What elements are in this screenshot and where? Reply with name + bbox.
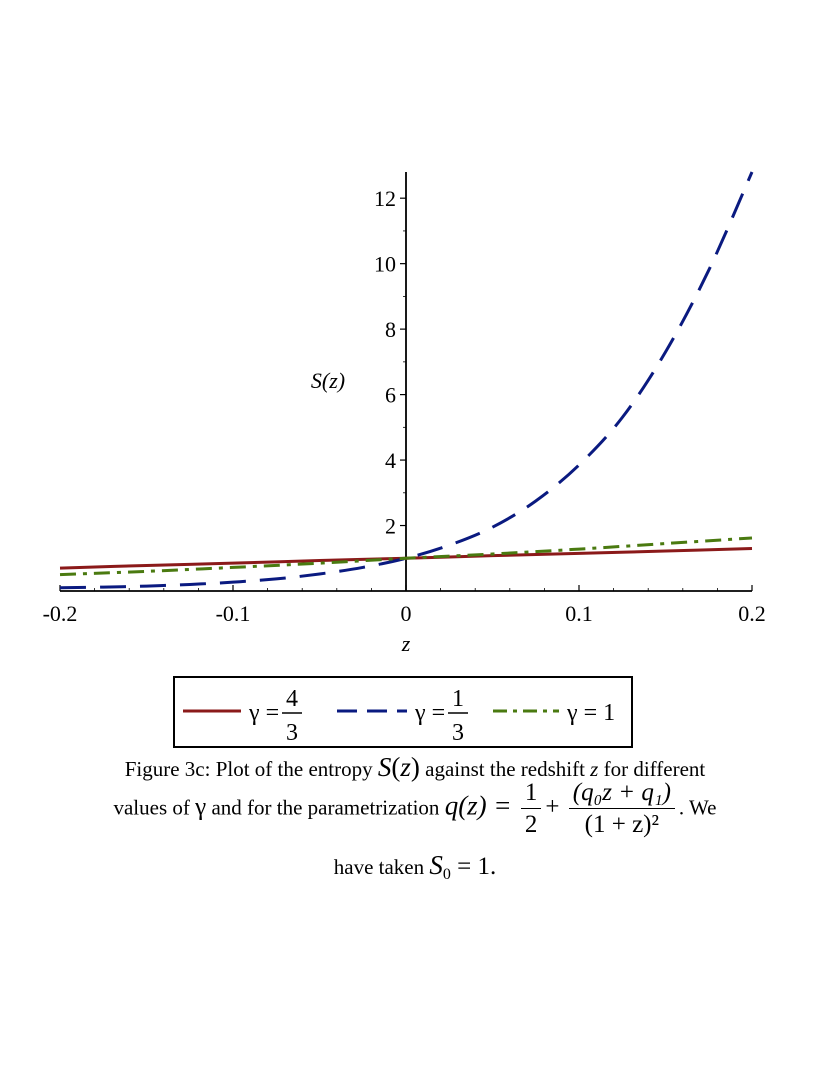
series-group bbox=[59, 171, 754, 590]
caption-text: . We bbox=[678, 795, 717, 820]
tick-group: -0.2 -0.1 0 0.1 0.2 2 4 6 8 10 12 bbox=[43, 186, 766, 626]
caption-q-of-z: q(z) = bbox=[444, 790, 512, 821]
caption-text: for different bbox=[598, 757, 706, 781]
frac-den: 2 bbox=[524, 811, 538, 838]
series-line-2 bbox=[59, 536, 753, 577]
caption-gamma: γ bbox=[195, 793, 207, 821]
y-tick-label: 2 bbox=[385, 514, 396, 539]
y-tick-label: 10 bbox=[374, 252, 396, 277]
legend-frac-den: 3 bbox=[452, 720, 464, 746]
x-axis-label: z bbox=[401, 631, 411, 656]
caption-text: and for the parametrization bbox=[206, 795, 445, 820]
y-tick-label: 12 bbox=[374, 186, 396, 211]
y-tick-label: 4 bbox=[385, 448, 396, 473]
caption-redshift-var: z bbox=[590, 757, 599, 781]
y-tick-label: 6 bbox=[385, 383, 396, 408]
caption-text: have taken bbox=[333, 855, 430, 879]
caption-text: Figure 3c: Plot of the entropy bbox=[124, 757, 378, 781]
frac-den: (1 + z)² bbox=[584, 811, 659, 838]
caption-line-2: values of γ and for the parametrization … bbox=[0, 778, 830, 841]
caption-text: = 1. bbox=[450, 853, 497, 880]
legend-items: γ = 4 3 γ = 1 3 γ = 1 bbox=[183, 686, 615, 746]
caption-text: against the redshift bbox=[419, 757, 591, 781]
chart-plot: -0.2 -0.1 0 0.1 0.2 2 4 6 8 10 12 z S(z) bbox=[43, 171, 766, 656]
x-tick-label: -0.1 bbox=[216, 601, 251, 626]
caption-text: values of bbox=[113, 795, 196, 820]
legend-label-gamma: γ = 1 bbox=[566, 700, 615, 726]
caption-plus: + bbox=[545, 793, 560, 821]
x-tick-label: 0.2 bbox=[738, 601, 766, 626]
legend-frac-den: 3 bbox=[286, 720, 298, 746]
caption-line-1: Figure 3c: Plot of the entropy S(z) agai… bbox=[0, 752, 830, 783]
series-line-1 bbox=[59, 171, 754, 590]
x-tick-label: 0.1 bbox=[565, 601, 593, 626]
x-tick-label: -0.2 bbox=[43, 601, 78, 626]
caption-math-S0: S bbox=[429, 850, 443, 880]
caption-subscript: 0 bbox=[442, 866, 451, 883]
legend-label-gamma: γ = bbox=[248, 700, 279, 726]
x-tick-label: 0 bbox=[401, 601, 412, 626]
caption-math-z-var: z bbox=[400, 752, 411, 782]
legend-frac-num: 1 bbox=[452, 686, 464, 712]
y-tick-label: 8 bbox=[385, 317, 396, 342]
legend: γ = 4 3 γ = 1 3 γ = 1 bbox=[173, 676, 633, 748]
frac-num: (q₀z + q₁) bbox=[568, 778, 675, 809]
caption-math-S: S bbox=[377, 752, 392, 782]
caption-frac-main: (q₀z + q₁) (1 + z)² bbox=[568, 778, 675, 841]
caption-line-3: have taken S0 = 1. bbox=[0, 850, 830, 884]
frac-num: 1 bbox=[520, 778, 542, 809]
caption-math-z: (z) bbox=[391, 752, 420, 782]
y-axis-label: S(z) bbox=[311, 368, 345, 393]
legend-label-gamma: γ = bbox=[414, 700, 445, 726]
legend-frac-num: 4 bbox=[286, 686, 298, 712]
